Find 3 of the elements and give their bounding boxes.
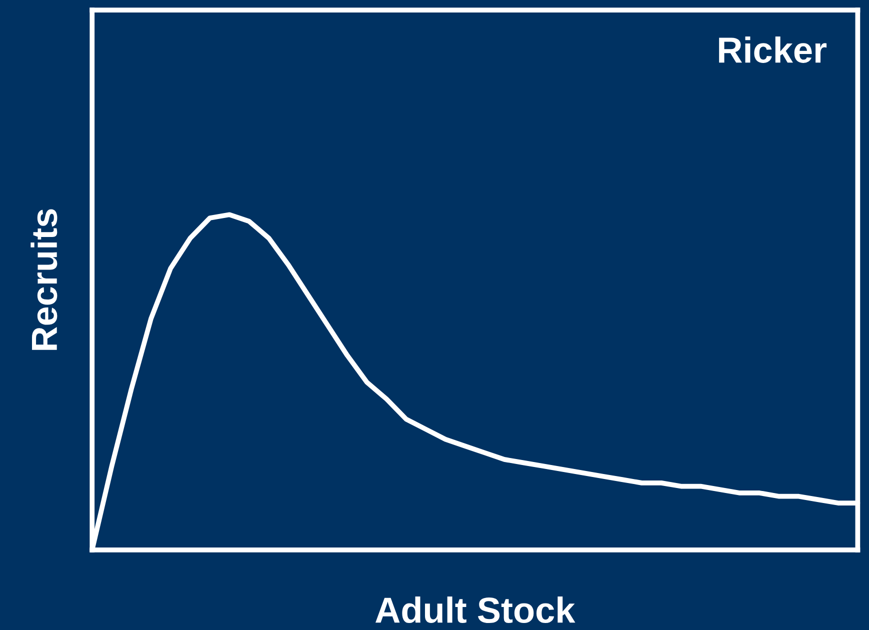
x-axis-title: Adult Stock — [376, 596, 576, 624]
y-axis-title: Recruits — [30, 209, 58, 350]
text: Ricker — [719, 36, 827, 63]
